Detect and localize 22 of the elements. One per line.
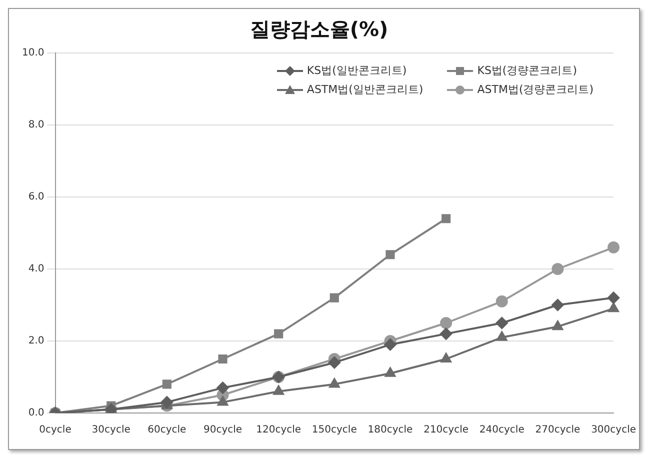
x-tick-label: 270cycle: [535, 424, 580, 436]
x-tick-label: 30cycle: [92, 424, 130, 436]
legend-label: KS법(경량콘크리트): [477, 63, 578, 78]
x-tick-label: 90cycle: [203, 424, 242, 436]
y-tick-label: 0.0: [28, 408, 44, 419]
y-tick-label: 8.0: [28, 120, 44, 131]
legend-label: KS법(일반콘크리트): [306, 63, 407, 78]
y-tick-label: 6.0: [28, 192, 44, 203]
y-tick-label: 4.0: [28, 264, 44, 275]
x-tick-label: 210cycle: [424, 424, 469, 436]
y-tick-label: 2.0: [28, 336, 44, 347]
x-tick-label: 150cycle: [312, 424, 357, 436]
y-tick-label: 10.0: [22, 48, 44, 59]
x-tick-label: 60cycle: [148, 424, 186, 436]
x-tick-label: 0cycle: [39, 424, 72, 436]
chart-title: 질량감소율(%): [250, 17, 388, 42]
x-tick-label: 180cycle: [368, 424, 413, 436]
x-tick-label: 120cycle: [256, 424, 302, 436]
legend-label: ASTM법(일반콘크리트): [306, 82, 424, 97]
x-tick-label: 300cycle: [591, 424, 636, 436]
x-tick-label: 240cycle: [479, 424, 524, 436]
legend-label: ASTM법(경량콘크리트): [477, 82, 594, 97]
